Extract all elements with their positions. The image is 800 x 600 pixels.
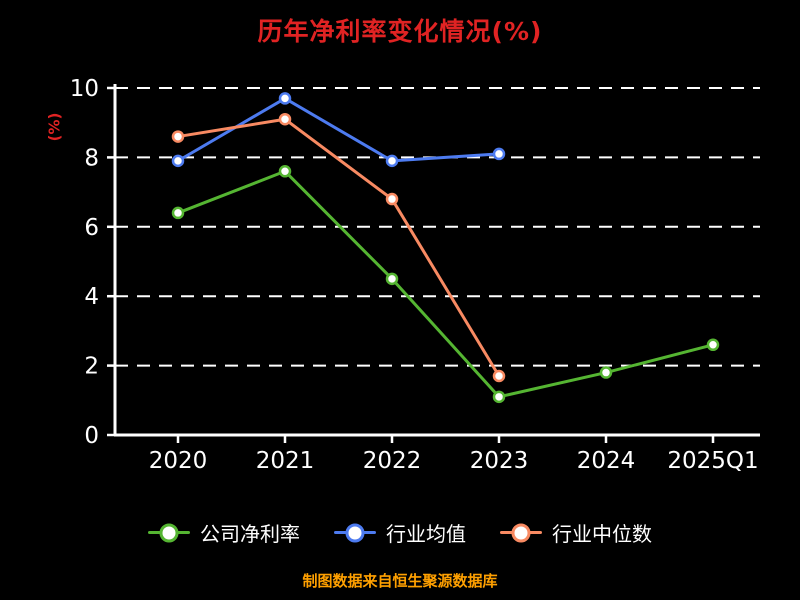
- svg-text:6: 6: [84, 215, 99, 241]
- svg-text:4: 4: [84, 284, 99, 310]
- svg-text:2023: 2023: [470, 448, 529, 474]
- legend-marker-icon: [500, 522, 542, 544]
- svg-text:2: 2: [84, 354, 99, 380]
- svg-text:10: 10: [70, 76, 99, 102]
- svg-text:2025Q1: 2025Q1: [667, 448, 758, 474]
- legend-item-2: 行业中位数: [500, 518, 652, 547]
- legend-label: 公司净利率: [200, 522, 300, 546]
- legend-marker-icon: [334, 522, 376, 544]
- legend-marker-icon: [148, 522, 190, 544]
- chart-title: 历年净利率变化情况(%): [257, 17, 543, 46]
- svg-text:0: 0: [84, 423, 99, 449]
- data-source-note: 制图数据来自恒生聚源数据库: [302, 572, 498, 590]
- legend-label: 行业均值: [386, 522, 466, 546]
- legend-item-1: 行业均值: [334, 518, 466, 547]
- legend: 公司净利率 行业均值 行业中位数: [0, 518, 800, 547]
- legend-item-0: 公司净利率: [148, 518, 300, 547]
- svg-text:2024: 2024: [577, 448, 636, 474]
- legend-label: 行业中位数: [552, 522, 652, 546]
- svg-text:8: 8: [84, 145, 99, 171]
- svg-text:2022: 2022: [363, 448, 422, 474]
- svg-text:2020: 2020: [149, 448, 208, 474]
- svg-text:2021: 2021: [256, 448, 315, 474]
